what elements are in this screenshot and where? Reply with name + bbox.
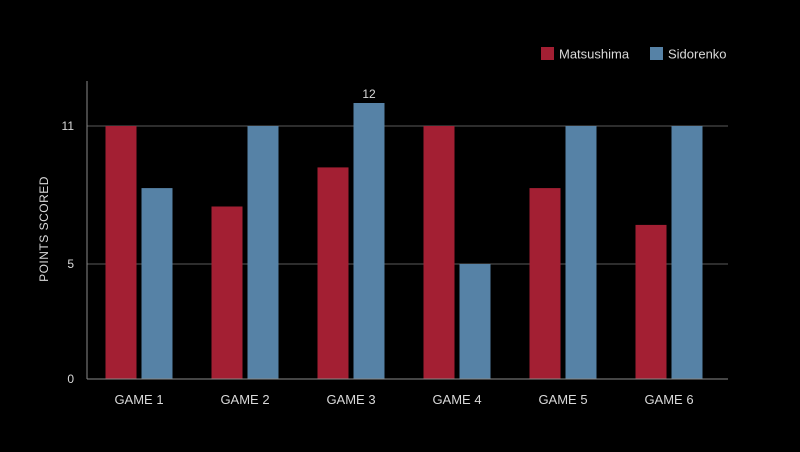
bar-sidorenko-game-2 [247, 126, 279, 379]
legend-swatch-matsushima [541, 47, 554, 60]
bars [105, 103, 703, 379]
x-tick-label: GAME 2 [220, 392, 269, 407]
bar-matsushima-game-1 [105, 126, 137, 379]
x-tick-label: GAME 1 [114, 392, 163, 407]
bar-sidorenko-game-1 [141, 188, 173, 379]
bar-sidorenko-game-3 [353, 103, 385, 379]
bar-sidorenko-game-4 [459, 264, 491, 379]
bar-matsushima-game-4 [423, 126, 455, 379]
axes [86, 81, 728, 380]
x-tick-label: GAME 3 [326, 392, 375, 407]
x-tick-label: GAME 5 [538, 392, 587, 407]
x-tick-label: GAME 4 [432, 392, 481, 407]
legend-swatch-sidorenko [650, 47, 663, 60]
legend-label-matsushima: Matsushima [559, 47, 630, 62]
y-tick-label: 11 [62, 119, 75, 133]
gridlines [87, 125, 728, 265]
labels: POINTS SCORED 0 5 11 GAME 1 GAME 2 GAME 3 GAME… [37, 87, 694, 407]
data-label: 12 [362, 87, 376, 101]
y-tick-label: 5 [67, 257, 74, 271]
bar-sidorenko-game-6 [671, 126, 703, 379]
bar-sidorenko-game-5 [565, 126, 597, 379]
y-axis-label: POINTS SCORED [37, 176, 51, 282]
legend-label-sidorenko: Sidorenko [668, 47, 727, 62]
legend: Matsushima Sidorenko [541, 47, 727, 62]
bar-matsushima-game-6 [635, 224, 667, 379]
bar-matsushima-game-5 [529, 188, 561, 379]
y-tick-label: 0 [67, 372, 74, 386]
x-tick-label: GAME 6 [644, 392, 693, 407]
bar-matsushima-game-3 [317, 167, 349, 379]
bar-matsushima-game-2 [211, 206, 243, 379]
